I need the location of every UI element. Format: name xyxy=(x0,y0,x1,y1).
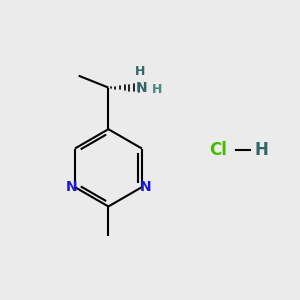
Text: N: N xyxy=(140,180,152,194)
Text: N: N xyxy=(135,81,147,94)
Text: Cl: Cl xyxy=(209,141,227,159)
Text: H: H xyxy=(134,65,145,78)
Text: H: H xyxy=(254,141,268,159)
Text: N: N xyxy=(65,180,77,194)
Text: H: H xyxy=(152,83,163,97)
